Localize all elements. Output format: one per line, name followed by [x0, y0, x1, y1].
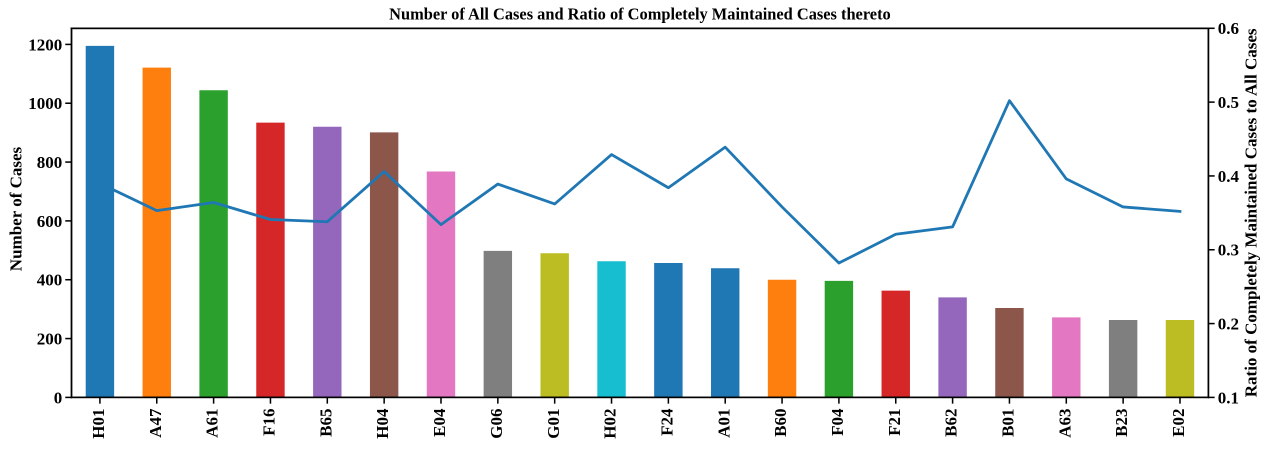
svg-text:H04: H04: [373, 408, 392, 439]
svg-text:1200: 1200: [28, 35, 62, 54]
svg-text:B62: B62: [942, 409, 961, 437]
svg-text:0.4: 0.4: [1218, 167, 1240, 186]
svg-text:B65: B65: [316, 409, 335, 437]
svg-text:H01: H01: [89, 409, 108, 439]
svg-text:A61: A61: [203, 409, 222, 438]
svg-text:200: 200: [37, 329, 63, 348]
svg-text:Number of Cases: Number of Cases: [6, 146, 25, 271]
svg-text:F04: F04: [828, 408, 847, 436]
svg-text:0: 0: [54, 388, 63, 407]
svg-text:F16: F16: [260, 409, 279, 436]
svg-text:F24: F24: [657, 408, 676, 436]
svg-text:B60: B60: [771, 409, 790, 437]
svg-text:0.3: 0.3: [1218, 241, 1239, 260]
svg-text:F21: F21: [885, 409, 904, 436]
svg-text:800: 800: [37, 153, 63, 172]
svg-text:H02: H02: [601, 409, 620, 439]
svg-text:B01: B01: [999, 409, 1018, 437]
svg-text:E04: E04: [430, 408, 449, 437]
svg-text:Number of All Cases and Ratio: Number of All Cases and Ratio of Complet…: [389, 4, 891, 23]
svg-text:A01: A01: [714, 409, 733, 438]
svg-text:E02: E02: [1169, 409, 1188, 437]
svg-text:A47: A47: [146, 408, 165, 438]
svg-text:Ratio of Completely Maintained: Ratio of Completely Maintained Cases to …: [1242, 28, 1261, 397]
svg-text:0.1: 0.1: [1218, 388, 1239, 407]
svg-text:0.6: 0.6: [1218, 19, 1239, 38]
svg-text:G01: G01: [544, 409, 563, 439]
svg-text:400: 400: [37, 271, 63, 290]
svg-text:0.2: 0.2: [1218, 314, 1239, 333]
svg-text:A63: A63: [1055, 409, 1074, 438]
svg-text:0.5: 0.5: [1218, 93, 1239, 112]
svg-text:G06: G06: [487, 409, 506, 439]
svg-text:B23: B23: [1112, 409, 1131, 437]
svg-text:600: 600: [37, 212, 63, 231]
svg-text:1000: 1000: [28, 94, 62, 113]
